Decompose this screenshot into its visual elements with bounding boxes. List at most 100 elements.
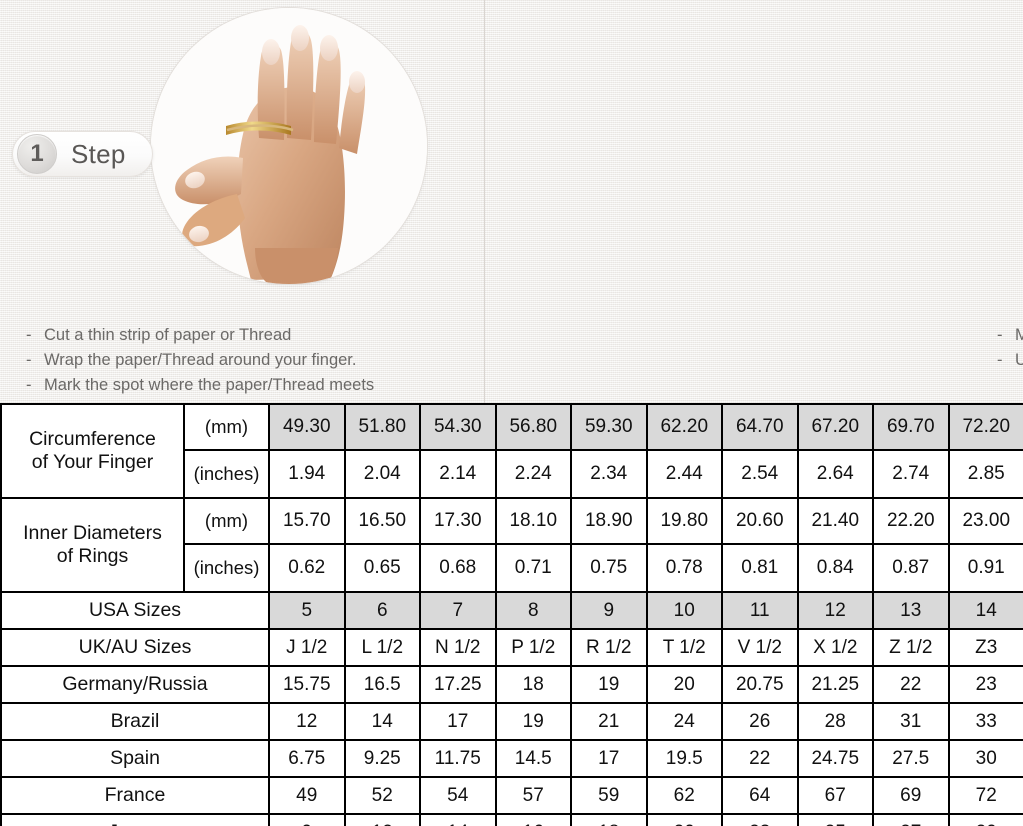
table-cell: 16.5 [343, 665, 421, 704]
step-1-badge[interactable]: 1 Step [12, 131, 153, 177]
table-cell: 22 [872, 665, 950, 704]
table-cell: 9 [268, 813, 346, 826]
table-cell: 20.75 [721, 665, 799, 704]
table-cell: 0.75 [570, 543, 648, 593]
table-cell: 17 [419, 702, 497, 741]
table-row: Circumference of Your Finger (mm) 49.30 51.8… [0, 403, 1023, 499]
table-cell: 59.30 [570, 403, 648, 451]
step-1-instructions: - Cut a thin strip of paper or Thread - Wr… [26, 323, 374, 398]
bullet-dash: - [997, 326, 1003, 344]
table-cell: 1.94 [268, 449, 346, 499]
table-cell: 17.30 [419, 497, 497, 545]
row-label: France [0, 776, 270, 815]
table-cell: 13 [872, 591, 950, 630]
row-label: Japan [0, 813, 270, 826]
table-cell: T 1/2 [645, 628, 723, 667]
table-cell: 9.25 [343, 739, 421, 778]
bullet-dash: - [26, 351, 32, 369]
table-cell: 21.40 [796, 497, 874, 545]
table-cell: 0.81 [721, 543, 799, 593]
table-cell: 56.80 [494, 403, 572, 451]
table-cell: 0.65 [343, 543, 421, 593]
table-cell: 0.91 [947, 543, 1023, 593]
table-cell: 19.5 [645, 739, 723, 778]
table-cell: 49.30 [268, 403, 346, 451]
table-cell: 15.70 [268, 497, 346, 545]
table-cell: 67.20 [796, 403, 874, 451]
table-cell: 2.34 [570, 449, 648, 499]
table-cell: 33 [947, 702, 1023, 741]
table-cell: 51.80 [343, 403, 421, 451]
table-cell: 54.30 [419, 403, 497, 451]
table-cell: 2.64 [796, 449, 874, 499]
table-cell: 0.62 [268, 543, 346, 593]
table-cell: 62 [645, 776, 723, 815]
table-cell: 2.14 [419, 449, 497, 499]
table-cell: 23 [947, 665, 1023, 704]
table-cell: X 1/2 [796, 628, 874, 667]
table-cell: 0.87 [872, 543, 950, 593]
list-item: - Mark the spot where the paper/Thread me… [26, 373, 374, 398]
table-cell: 21.25 [796, 665, 874, 704]
table-cell: P 1/2 [494, 628, 572, 667]
table-cell: 17 [570, 739, 648, 778]
table-cell: 18.10 [494, 497, 572, 545]
table-cell: 12 [343, 813, 421, 826]
list-item: - Use the following chart to determine yo… [997, 348, 1023, 373]
table-cell: 19 [570, 665, 648, 704]
table-cell: 18.90 [570, 497, 648, 545]
list-item-text: Measure the length of the thread with yo… [1015, 326, 1023, 344]
list-item: - Wrap the paper/Thread around your finge… [26, 348, 374, 373]
step-1-label: Step [71, 138, 126, 169]
unit-label: (inches) [183, 449, 270, 499]
table-cell: 27.5 [872, 739, 950, 778]
table-cell: 0.84 [796, 543, 874, 593]
table-cell: 15.75 [268, 665, 346, 704]
list-item: - Measure the length of the thread with y… [997, 323, 1023, 348]
table-cell: 28 [796, 702, 874, 741]
list-item-text: Mark the spot where the paper/Thread mee… [44, 376, 375, 394]
bullet-dash: - [26, 326, 32, 344]
table-cell: 69.70 [872, 403, 950, 451]
table-row: Germany/Russia 15.75 16.5 17.25 18 19 20 20.75 2… [0, 665, 1023, 704]
table-cell: 6.75 [268, 739, 346, 778]
table-cell: 16.50 [343, 497, 421, 545]
table-cell: 12 [268, 702, 346, 741]
unit-label: (inches) [183, 543, 270, 593]
step-1-photo [151, 8, 427, 284]
table-cell: 25 [796, 813, 874, 826]
table-cell: 18 [570, 813, 648, 826]
table-row: Brazil 12 14 17 19 21 24 26 28 31 33 [0, 702, 1023, 741]
unit-label: (mm) [183, 497, 270, 545]
table-cell: 52 [343, 776, 421, 815]
table-cell: 2.04 [343, 449, 421, 499]
table-cell: 0.71 [494, 543, 572, 593]
list-item-text: Use the following chart to determine you… [1015, 351, 1023, 369]
table-row: Japan9121416182023252729 [0, 813, 1023, 826]
step-1-panel: 1 Step - Cut a thin strip of paper or Thr… [0, 0, 484, 403]
row-label: Germany/Russia [0, 665, 270, 704]
table-cell: L 1/2 [343, 628, 421, 667]
table-row: Spain 6.75 9.25 11.75 14.5 17 19.5 22 24.75 27.5 3… [0, 739, 1023, 778]
table-cell: 11 [721, 591, 799, 630]
table-cell: 27 [872, 813, 950, 826]
table-cell: 31 [872, 702, 950, 741]
row-label: Inner Diameters of Rings [0, 497, 185, 593]
table-cell: 23 [721, 813, 799, 826]
table-cell: 12 [796, 591, 874, 630]
table-cell: 6 [343, 591, 421, 630]
row-label: Spain [0, 739, 270, 778]
table-cell: 11.75 [419, 739, 497, 778]
step-2-instructions: - Measure the length of the thread with y… [997, 323, 1023, 373]
table-cell: 24.75 [796, 739, 874, 778]
table-cell: 14 [343, 702, 421, 741]
table-cell: 67 [796, 776, 874, 815]
table-cell: 72 [947, 776, 1023, 815]
table-cell: 26 [721, 702, 799, 741]
hand-with-thread-illustration [151, 8, 427, 284]
table-row: Inner Diameters of Rings (mm) 15.70 16.50 17.… [0, 497, 1023, 593]
table-cell: 8 [494, 591, 572, 630]
table-cell: 2.44 [645, 449, 723, 499]
bullet-dash: - [26, 376, 32, 394]
table-cell: 2.54 [721, 449, 799, 499]
